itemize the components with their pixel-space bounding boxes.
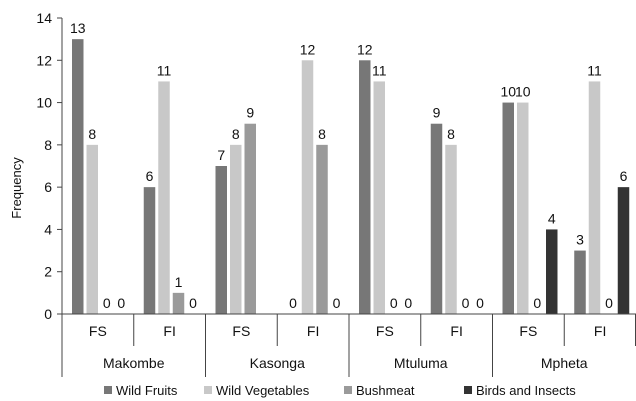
data-label: 9: [246, 105, 254, 121]
data-label: 8: [232, 126, 240, 142]
bar: [359, 60, 371, 315]
bar: [502, 102, 514, 314]
x-subcategory-label: FI: [307, 323, 319, 339]
bar: [373, 81, 385, 314]
bar: [546, 229, 558, 314]
y-tick-label: 4: [44, 221, 52, 237]
x-subcategory-label: FS: [376, 323, 394, 339]
data-label: 11: [587, 62, 602, 78]
x-group-label: Kasonga: [250, 355, 305, 371]
data-label: 8: [88, 126, 96, 142]
x-subcategory-label: FS: [519, 323, 537, 339]
y-axis-title: Frequency: [9, 157, 24, 219]
legend-label: Birds and Insects: [476, 383, 576, 398]
data-label: 0: [533, 295, 541, 311]
legend-swatch: [204, 386, 212, 394]
data-label: 8: [447, 126, 455, 142]
x-subcategory-label: FS: [232, 323, 250, 339]
bar: [158, 81, 170, 314]
bar: [244, 123, 256, 314]
bar: [72, 39, 84, 315]
y-tick-label: 12: [36, 52, 52, 68]
data-label: 0: [117, 295, 125, 311]
data-label: 6: [620, 168, 628, 184]
legend-label: Wild Fruits: [116, 383, 178, 398]
x-group-label: Makombe: [103, 355, 165, 371]
data-label: 11: [157, 62, 172, 78]
data-label: 0: [103, 295, 111, 311]
data-label: 3: [576, 232, 584, 248]
data-label: 0: [404, 295, 412, 311]
bar: [517, 102, 529, 314]
y-axis: 0 2 4 6 8 10 12 14: [36, 10, 63, 322]
bar: [574, 250, 586, 314]
data-label: 1: [175, 274, 183, 290]
data-label: 0: [462, 295, 470, 311]
data-label: 10: [500, 84, 516, 100]
bar: [430, 123, 443, 314]
y-tick-label: 2: [44, 264, 52, 280]
data-label: 0: [189, 295, 197, 311]
data-label: 0: [605, 295, 613, 311]
legend-label: Wild Vegetables: [216, 383, 310, 398]
bar: [230, 144, 242, 314]
y-tick-label: 6: [44, 179, 52, 195]
data-label: 0: [333, 295, 341, 311]
bar: [617, 187, 630, 314]
y-tick-label: 0: [44, 306, 52, 322]
y-tick-label: 8: [44, 137, 52, 153]
data-label: 6: [146, 168, 154, 184]
bar: [215, 166, 227, 314]
x-subcategory-label: FI: [450, 323, 462, 339]
bar: [86, 144, 98, 314]
bar: [172, 292, 185, 314]
data-label: 11: [372, 62, 387, 78]
data-label: 8: [318, 126, 326, 142]
data-label: 0: [289, 295, 297, 311]
legend-swatch: [464, 386, 472, 394]
bar: [588, 81, 601, 314]
bar: [301, 60, 314, 315]
data-label: 12: [357, 41, 373, 57]
x-subcategory-label: FI: [163, 323, 175, 339]
legend: Wild Fruits Wild Vegetables Bushmeat Birds …: [104, 383, 576, 398]
data-label: 4: [548, 210, 556, 226]
data-label: 0: [390, 295, 398, 311]
data-label: 13: [70, 20, 86, 36]
bars: [72, 39, 630, 315]
legend-label: Bushmeat: [356, 383, 415, 398]
x-group-label: Mtuluma: [394, 355, 448, 371]
bar: [445, 144, 457, 314]
bar: [143, 187, 156, 314]
legend-swatch: [104, 386, 112, 394]
data-label: 9: [433, 105, 441, 121]
y-tick-label: 10: [36, 95, 52, 111]
x-group-label: Mpheta: [541, 355, 588, 371]
y-tick-label: 14: [36, 10, 52, 26]
x-subcategory-label: FS: [89, 323, 107, 339]
data-label: 12: [300, 41, 316, 57]
bar: [316, 144, 328, 314]
data-label: 7: [217, 147, 225, 163]
data-label: 0: [476, 295, 484, 311]
legend-swatch: [344, 386, 352, 394]
x-subcategory-label: FI: [594, 323, 606, 339]
data-label: 10: [515, 84, 531, 100]
